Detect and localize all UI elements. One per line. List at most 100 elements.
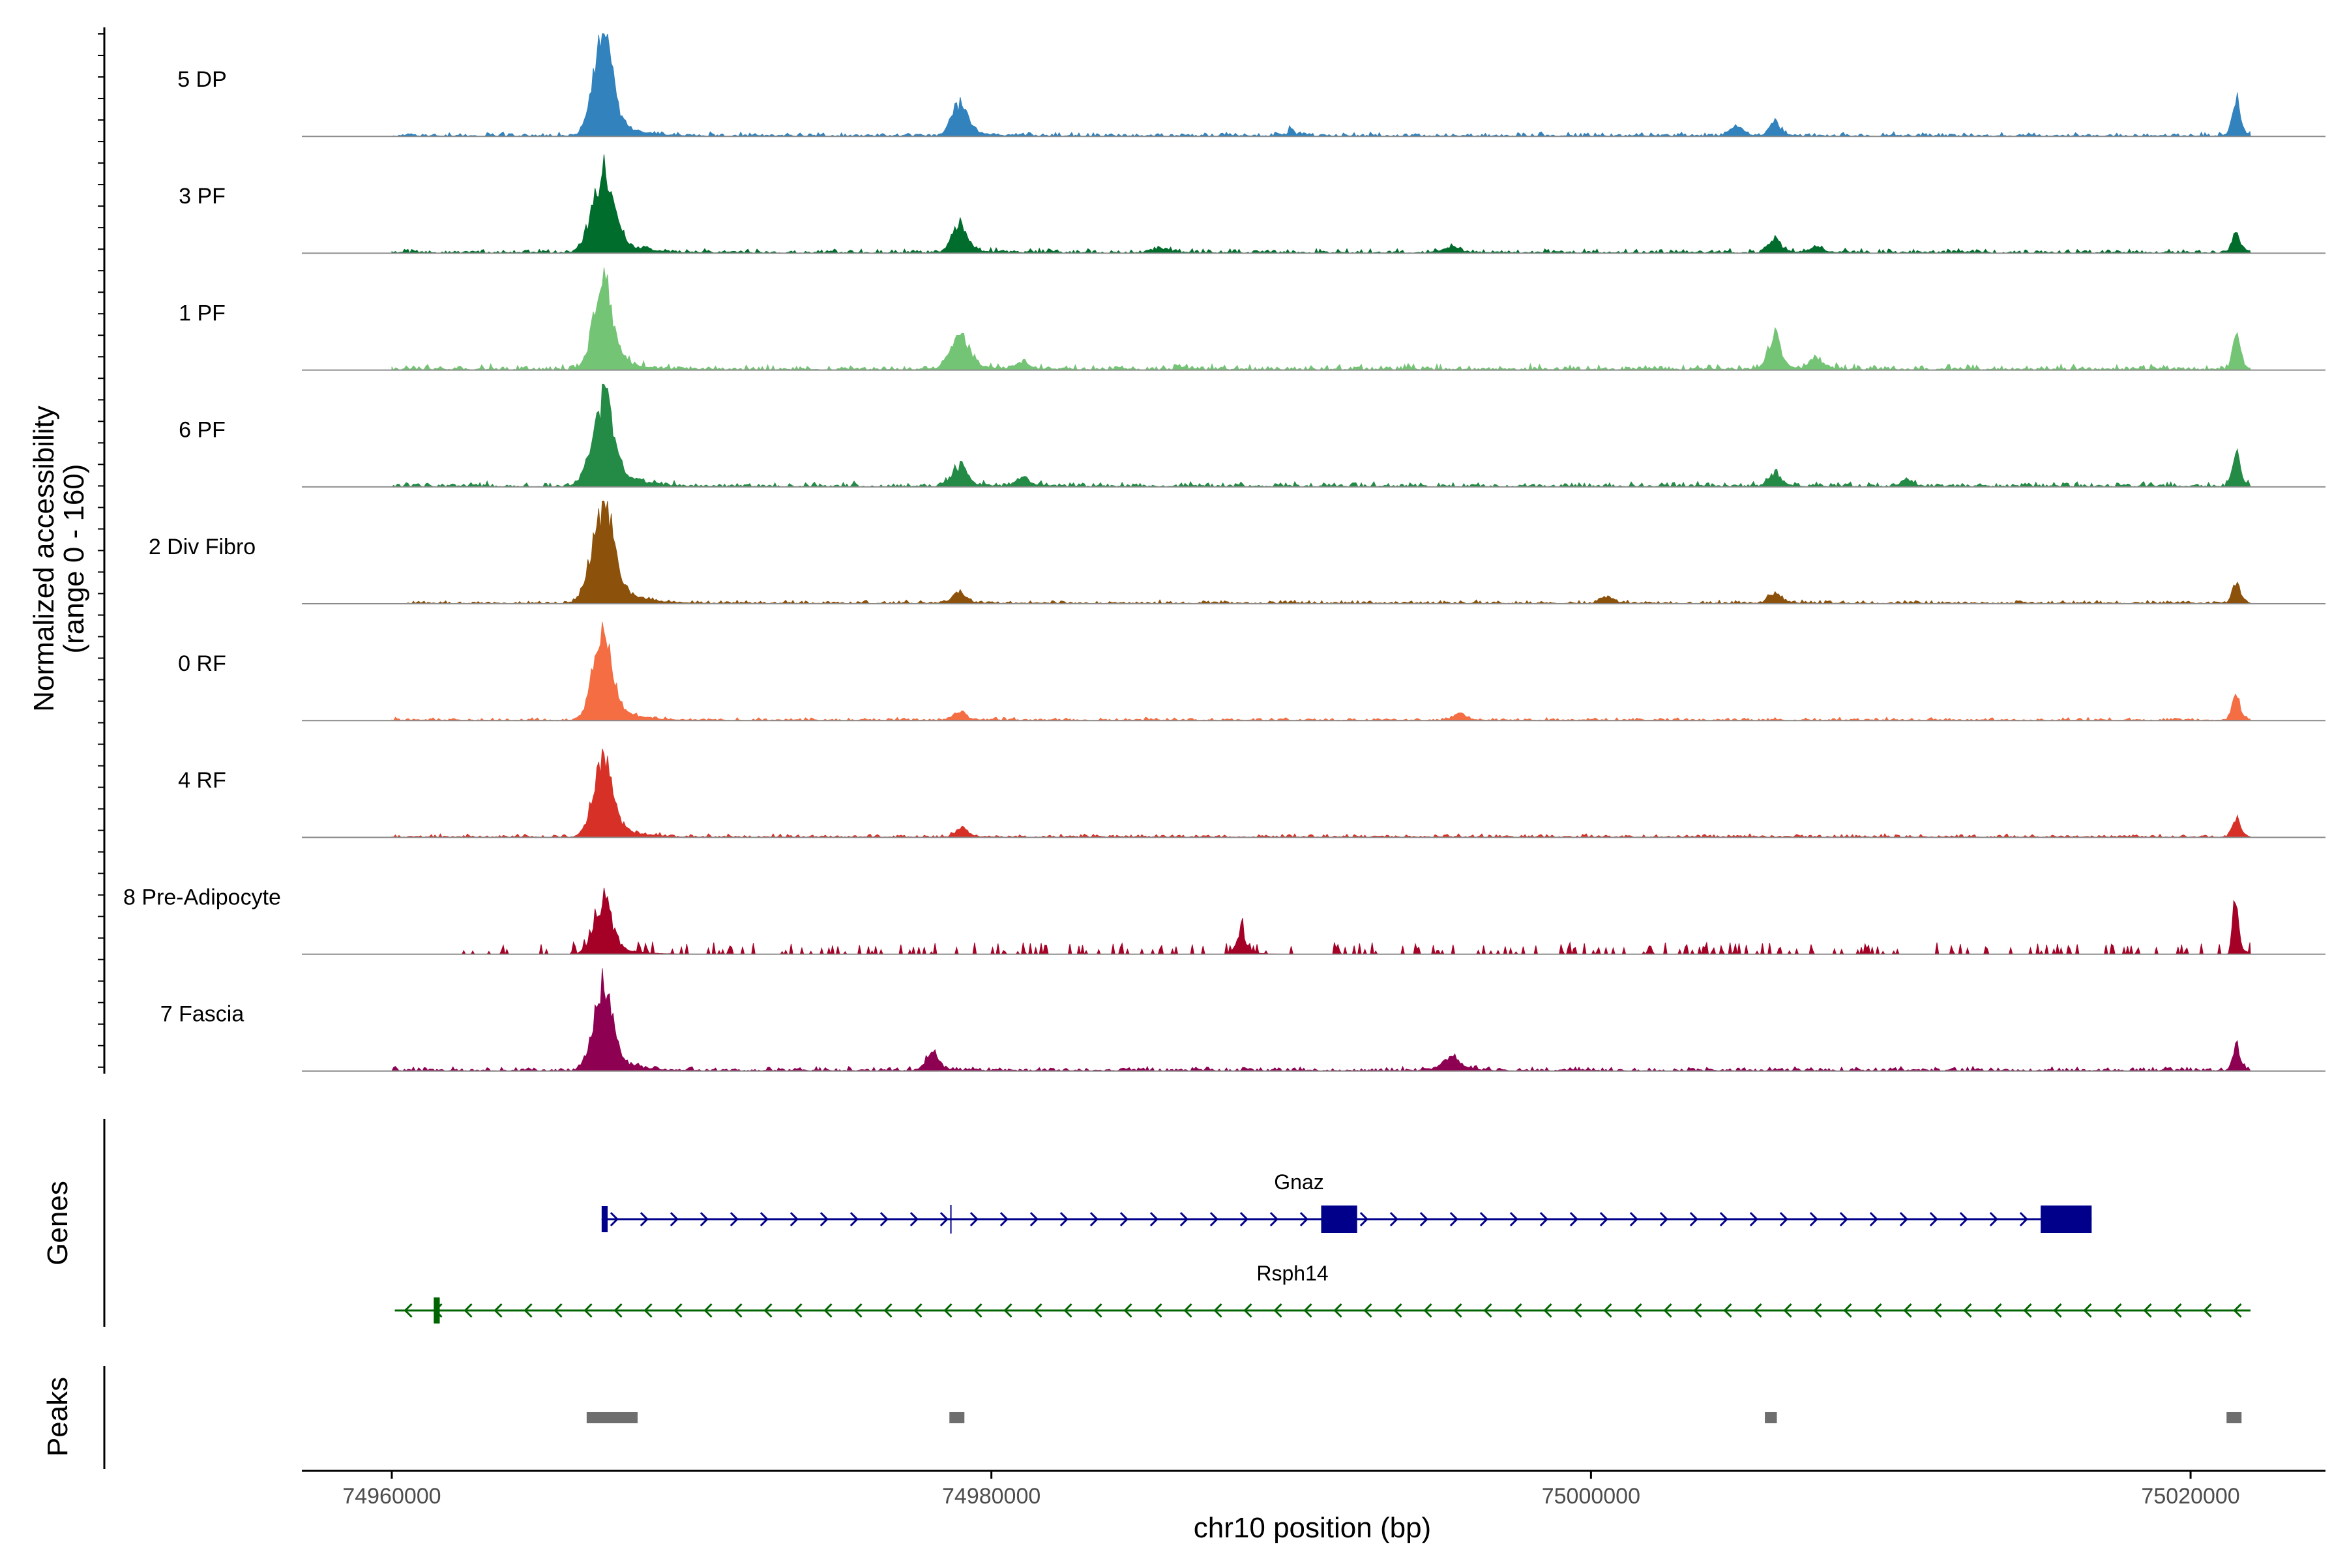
strand-arrow (1809, 1211, 1818, 1227)
strand-arrow (1393, 1303, 1402, 1318)
strand-arrow (1873, 1303, 1882, 1318)
track-label: 1 PF (179, 301, 226, 325)
strand-arrow (1543, 1303, 1552, 1318)
track-9: 7 Fascia (160, 968, 2325, 1072)
strand-arrow (1483, 1303, 1492, 1318)
strand-arrow (1869, 1211, 1878, 1227)
strand-arrow (2019, 1211, 2028, 1227)
x-tick-label: 74980000 (942, 1484, 1041, 1509)
x-axis-title: chr10 position (bp) (1194, 1512, 1431, 1544)
x-tick-label: 75000000 (1542, 1484, 1640, 1509)
strand-arrow (494, 1303, 503, 1318)
coverage-area (391, 267, 2251, 372)
track-5: 2 Div Fibro (149, 501, 2325, 604)
strand-arrow (849, 1211, 859, 1227)
peak-region (949, 1412, 965, 1423)
x-tick-label: 75020000 (2141, 1484, 2239, 1509)
gene-rsph14: Rsph14 (394, 1262, 2251, 1324)
strand-arrow (973, 1303, 982, 1318)
peak-region (1765, 1412, 1777, 1423)
strand-arrow (554, 1303, 563, 1318)
strand-arrow (640, 1211, 649, 1227)
strand-arrow (999, 1211, 1009, 1227)
track-label: 0 RF (178, 651, 226, 676)
strand-arrow (853, 1303, 863, 1318)
strand-arrow (1843, 1303, 1852, 1318)
strand-arrow (1933, 1303, 1942, 1318)
strand-arrow (613, 1303, 623, 1318)
track-label: 5 DP (177, 67, 227, 92)
strand-arrow (763, 1303, 773, 1318)
strand-arrow (1539, 1211, 1548, 1227)
x-tick-label: 74960000 (342, 1484, 441, 1509)
strand-arrow (2173, 1303, 2182, 1318)
strand-arrow (1573, 1303, 1582, 1318)
exon (2041, 1206, 2092, 1233)
strand-arrow (1959, 1211, 1968, 1227)
strand-arrow (1693, 1303, 1702, 1318)
strand-arrow (1089, 1211, 1099, 1227)
strand-arrow (1479, 1211, 1488, 1227)
gene-annotation-track: Gnaz Rsph14 (103, 1119, 2251, 1327)
strand-arrow (1423, 1303, 1432, 1318)
strand-arrow (1749, 1211, 1758, 1227)
x-axis: 74960000 74980000 75000000 75020000 (302, 1470, 2325, 1509)
strand-arrow (1363, 1303, 1372, 1318)
track-6: 0 RF (178, 621, 2325, 722)
strand-arrow (2113, 1303, 2122, 1318)
coverage-area (391, 33, 2251, 138)
strand-arrow (1033, 1303, 1042, 1318)
strand-arrow (1149, 1211, 1159, 1227)
y-axis-title-line1: Normalized accessibility (28, 406, 60, 711)
strand-arrow (1419, 1211, 1428, 1227)
coverage-area (391, 968, 2251, 1072)
track-2: 3 PF (179, 154, 2325, 254)
strand-arrow (524, 1303, 533, 1318)
strand-arrow (1269, 1211, 1278, 1227)
exon (601, 1206, 608, 1232)
strand-arrow (1989, 1211, 1998, 1227)
strand-arrow (883, 1303, 893, 1318)
strand-arrow (1783, 1303, 1792, 1318)
gene-gnaz: Gnaz (601, 1170, 2092, 1234)
strand-arrow (1209, 1211, 1218, 1227)
strand-arrow (2083, 1303, 2092, 1318)
strand-arrow (790, 1211, 799, 1227)
strand-arrow (1963, 1303, 1972, 1318)
track-label: 4 RF (178, 768, 226, 793)
strand-arrow (1273, 1303, 1282, 1318)
strand-arrow (760, 1211, 769, 1227)
strand-arrow (610, 1211, 619, 1227)
gene-name-label: Gnaz (1274, 1170, 1323, 1194)
strand-arrow (643, 1303, 653, 1318)
strand-arrow (1633, 1303, 1642, 1318)
strand-arrow (1719, 1211, 1728, 1227)
strand-arrow (703, 1303, 713, 1318)
gene-name-label: Rsph14 (1256, 1262, 1328, 1285)
strand-arrow (909, 1211, 919, 1227)
strand-arrow (1389, 1211, 1398, 1227)
strand-arrow (583, 1303, 593, 1318)
strand-arrow (670, 1211, 679, 1227)
strand-arrow (1663, 1303, 1672, 1318)
y-axis-title: Normalized accessibility (range 0 - 160) (28, 406, 90, 711)
strand-arrow (1453, 1303, 1462, 1318)
strand-arrow (1899, 1211, 1908, 1227)
strand-arrow (1629, 1211, 1638, 1227)
strand-arrow (1689, 1211, 1698, 1227)
coverage-area (391, 621, 2251, 721)
strand-arrow (819, 1211, 829, 1227)
strand-arrow (1153, 1303, 1162, 1318)
y-axis-title-line2: (range 0 - 160) (58, 464, 90, 653)
strand-arrow (1359, 1211, 1368, 1227)
strand-arrow (1659, 1211, 1668, 1227)
peak-region (586, 1412, 638, 1423)
strand-arrow (1123, 1303, 1132, 1318)
strand-arrow (823, 1303, 833, 1318)
track-3: 1 PF (179, 267, 2325, 372)
strand-arrow (1839, 1211, 1848, 1227)
strand-arrow (404, 1303, 413, 1318)
strand-arrow (1179, 1211, 1188, 1227)
strand-arrow (1029, 1211, 1039, 1227)
